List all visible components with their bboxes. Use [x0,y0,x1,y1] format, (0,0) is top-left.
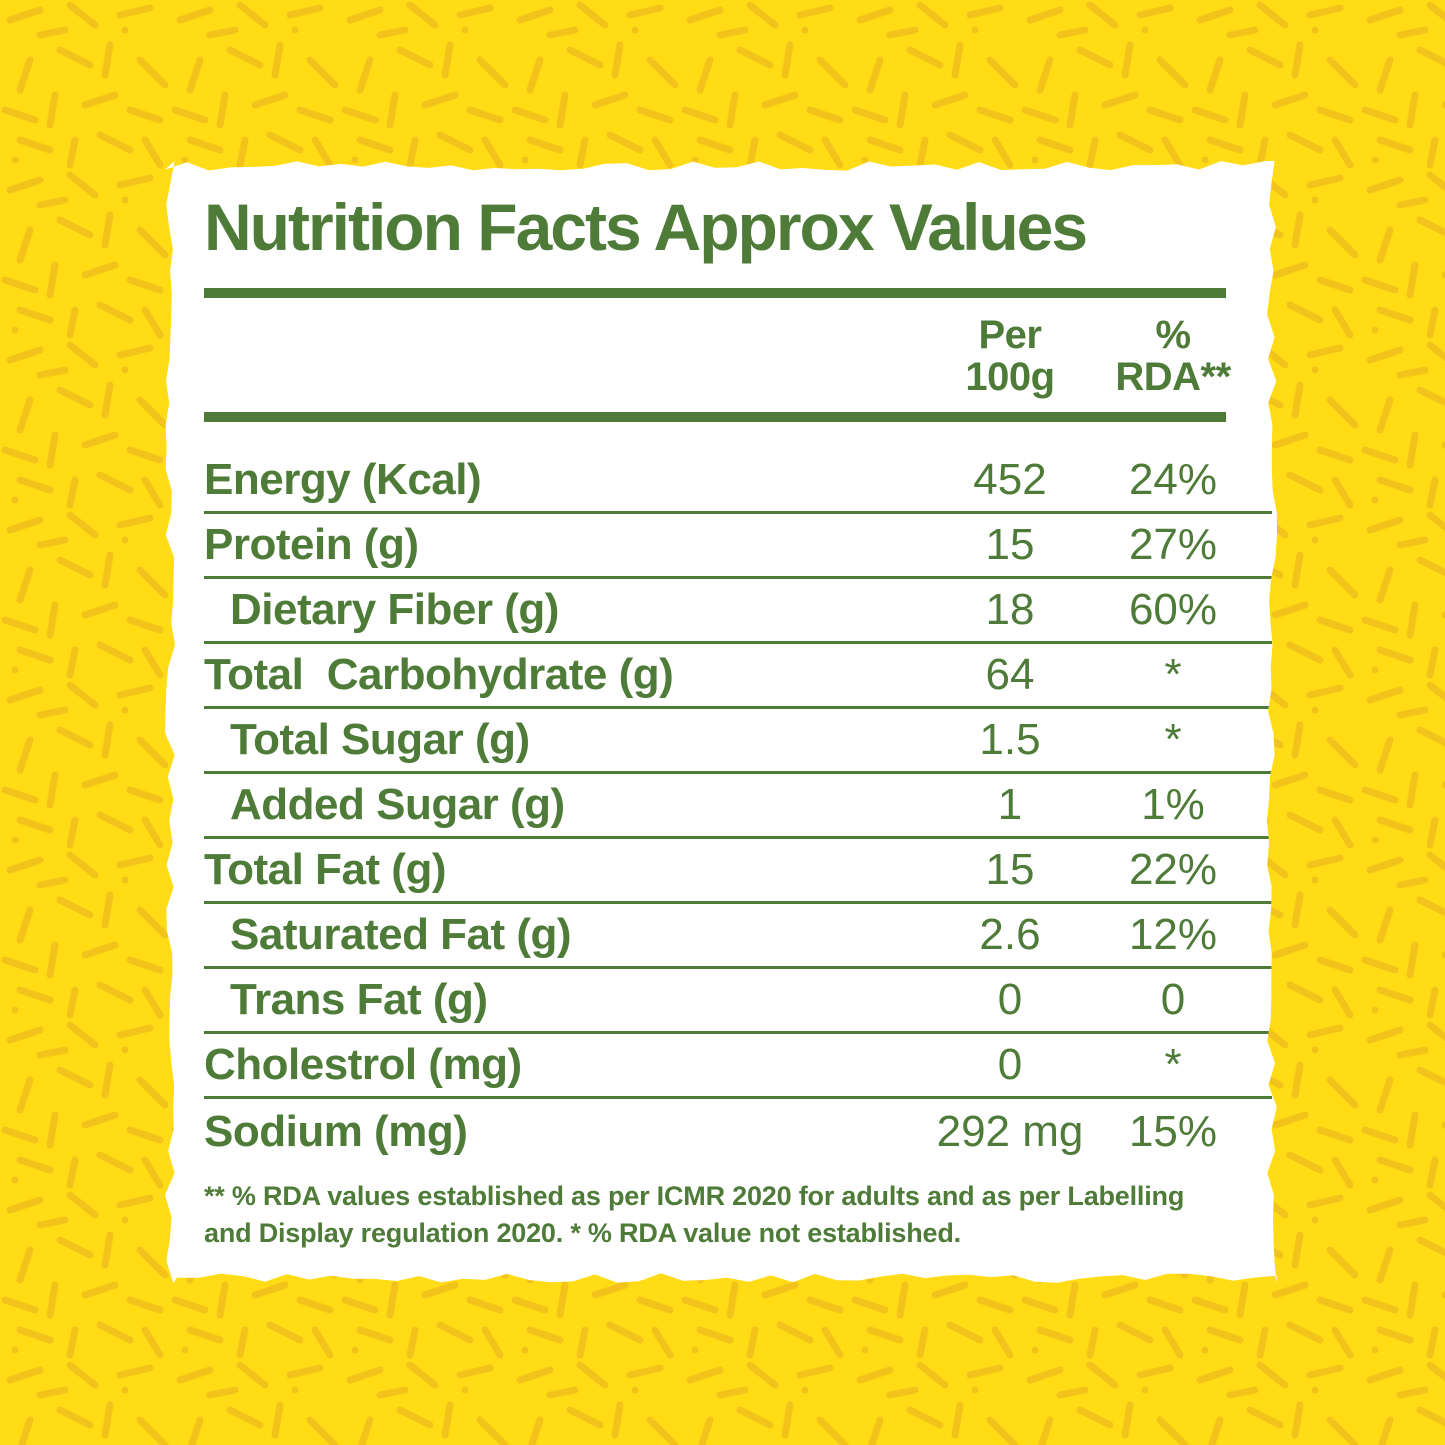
table-row: Saturated Fat (g) 2.6 12% [204,904,1272,969]
header-divider-rule [204,412,1226,422]
header-percent-rda: % RDA** [1115,313,1231,399]
row-per100g-value: 0 [997,1040,1023,1089]
row-per100g-value: 64 [985,650,1035,699]
row-label: Added Sugar (g) [230,780,565,829]
row-per100g-value: 15 [985,845,1035,894]
row-rda-value: 27% [1128,520,1218,569]
row-per100g-value: 292 mg [936,1106,1084,1156]
table-header-row: Per 100g % RDA** [204,314,1272,398]
nutrition-label-content: Nutrition Facts Approx Values Per 100g %… [170,190,1272,1283]
row-rda-value: 24% [1128,455,1218,504]
table-row: Sodium (mg) 292 mg 15% [204,1099,1272,1164]
table-row: Total Fat (g) 15 22% [204,839,1272,904]
row-rda-value: 12% [1128,910,1218,959]
nutrition-facts-title: Nutrition Facts Approx Values [204,190,1088,264]
row-label: Saturated Fat (g) [230,910,572,959]
title-divider-rule [204,288,1226,298]
table-row: Total Sugar (g) 1.5 * [204,709,1272,774]
row-label: Sodium (mg) [204,1106,468,1156]
table-row: Total Carbohydrate (g) 64 * [204,644,1272,709]
row-rda-value: 60% [1128,585,1218,634]
row-rda-value: * [1164,650,1182,699]
row-per100g-value: 18 [985,585,1035,634]
row-rda-value: 15% [1128,1106,1218,1156]
row-per100g-value: 15 [985,520,1035,569]
row-label: Total Sugar (g) [230,715,530,764]
row-rda-value: 22% [1128,845,1218,894]
row-per100g-value: 1.5 [979,715,1041,764]
row-per100g-value: 0 [997,975,1023,1024]
row-per100g-value: 1 [997,780,1023,829]
row-label: Cholestrol (mg) [204,1040,522,1089]
table-row: Added Sugar (g) 1 1% [204,774,1272,839]
row-rda-value: * [1164,715,1182,764]
row-label: Total Fat (g) [204,845,446,894]
table-row: Cholestrol (mg) 0 * [204,1034,1272,1099]
table-row: Trans Fat (g) 0 0 [204,969,1272,1034]
row-rda-value: 1% [1141,780,1205,829]
nutrition-label-card: Nutrition Facts Approx Values Per 100g %… [165,161,1277,1283]
row-label: Total Carbohydrate (g) [204,650,674,699]
header-per-100g: Per 100g [965,313,1055,399]
table-row: Dietary Fiber (g) 18 60% [204,579,1272,644]
rda-footnote: ** % RDA values established as per ICMR … [204,1181,1185,1248]
row-per100g-value: 2.6 [979,910,1041,959]
row-label: Protein (g) [204,520,419,569]
table-row: Energy (Kcal) 452 24% [204,449,1272,514]
row-per100g-value: 452 [973,455,1047,504]
table-row: Protein (g) 15 27% [204,514,1272,579]
nutrition-rows: Energy (Kcal) 452 24% Protein (g) 15 27% Dieta… [170,422,1272,1164]
row-label: Dietary Fiber (g) [230,585,559,634]
row-rda-value: 0 [1160,975,1186,1024]
row-rda-value: * [1164,1040,1182,1089]
row-label: Trans Fat (g) [230,975,488,1024]
row-label: Energy (Kcal) [204,455,482,504]
header-spacer [204,314,920,398]
